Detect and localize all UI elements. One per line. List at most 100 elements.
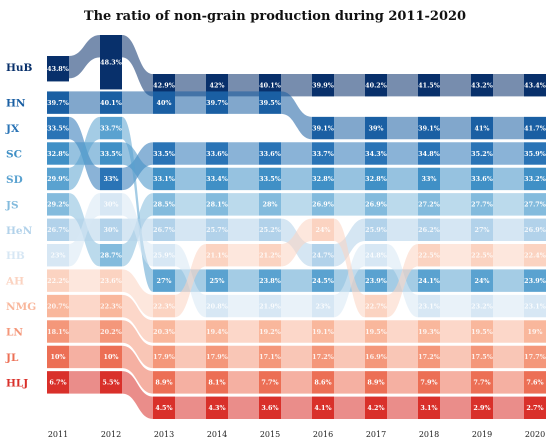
- cell-ah-2014: [206, 244, 228, 267]
- value-label-js-2017: 26.9%: [365, 201, 387, 209]
- value-label-ah-2020: 22.4%: [524, 252, 546, 260]
- ribbon-js-2018: [440, 193, 471, 216]
- cell-sc-2020: [524, 167, 546, 191]
- ribbon-ln-2017: [387, 345, 418, 369]
- value-label-sc-2015: 33.5%: [259, 175, 281, 183]
- ribbon-jx-2015: [281, 142, 312, 165]
- ribbon-hub-2018: [440, 74, 471, 97]
- value-label-sd-2019: 24%: [475, 277, 490, 285]
- cell-hb-2014: [206, 294, 228, 318]
- cell-sd-2019: [471, 269, 493, 292]
- value-label-ln-2015: 17.1%: [259, 353, 281, 361]
- cell-hlj-2015: [259, 396, 281, 419]
- ribbon-hb-2012: [122, 193, 153, 267]
- value-label-hlj-2019: 2.9%: [473, 404, 490, 412]
- ribbon-js-2013: [175, 193, 206, 216]
- value-label-nmg-2017: 19.5%: [365, 328, 387, 336]
- value-label-js-2019: 27.7%: [471, 201, 493, 209]
- ribbon-ln-2012: [122, 320, 153, 369]
- row-label-ln: LN: [6, 327, 23, 339]
- value-label-hn-2013: 40%: [157, 99, 172, 107]
- value-label-hen-2019: 27%: [475, 226, 490, 234]
- cell-sd-2012: [100, 116, 122, 140]
- cell-js-2016: [312, 193, 334, 216]
- cell-hen-2014: [206, 218, 228, 241]
- ribbon-hn-2017: [387, 116, 418, 140]
- year-label-2015: 2015: [260, 430, 280, 439]
- value-label-jl-2015: 7.7%: [261, 379, 278, 387]
- value-label-sc-2020: 33.2%: [524, 175, 546, 183]
- value-label-jx-2020: 35.9%: [524, 150, 546, 158]
- ribbon-sc-2018: [440, 167, 471, 191]
- ribbon-jl-2014: [228, 371, 259, 394]
- ribbon-ah-2016: [334, 218, 365, 318]
- ribbon-hb-2018: [440, 294, 471, 318]
- value-label-sc-2012: 33.5%: [100, 150, 122, 158]
- cell-hub-2016: [312, 74, 334, 97]
- cell-ah-2013: [153, 294, 175, 318]
- year-label-2013: 2013: [154, 430, 174, 439]
- value-label-sd-2013: 27%: [157, 277, 172, 285]
- value-label-sc-2016: 32.8%: [312, 175, 334, 183]
- cell-jl-2016: [312, 371, 334, 394]
- ribbon-hn-2014: [228, 91, 259, 114]
- ribbon-ln-2015: [281, 345, 312, 369]
- value-label-sc-2019: 33.6%: [471, 175, 493, 183]
- cell-hb-2011: [47, 244, 69, 267]
- ribbon-sc-2019: [493, 167, 524, 191]
- cell-sd-2011: [47, 167, 69, 191]
- cell-sc-2019: [471, 167, 493, 191]
- cell-sd-2020: [524, 269, 546, 292]
- cell-jx-2014: [206, 142, 228, 165]
- ribbon-hlj-2011: [69, 371, 100, 394]
- cell-hn-2012: [100, 91, 122, 114]
- ribbon-jx-2013: [175, 142, 206, 165]
- value-label-hub-2020: 43.4%: [524, 82, 546, 90]
- ribbon-nmg-2015: [281, 320, 312, 343]
- cell-js-2014: [206, 193, 228, 216]
- row-label-hb: HB: [6, 250, 25, 262]
- value-label-hub-2011: 43.8%: [47, 65, 69, 73]
- value-label-sd-2018: 24.1%: [418, 277, 440, 285]
- ribbon-jl-2011: [69, 345, 100, 369]
- cell-sc-2017: [365, 167, 387, 191]
- row-label-js: JS: [5, 199, 19, 211]
- cell-sd-2013: [153, 269, 175, 292]
- value-label-jx-2015: 33.6%: [259, 150, 281, 158]
- row-label-nmg: NMG: [6, 301, 36, 313]
- value-label-jx-2011: 33.5%: [47, 124, 69, 132]
- value-label-ln-2012: 20.2%: [100, 328, 122, 336]
- value-label-ln-2013: 17.9%: [153, 353, 175, 361]
- cell-sd-2014: [206, 269, 228, 292]
- cell-ah-2012: [100, 269, 122, 292]
- cell-nmg-2014: [206, 320, 228, 343]
- cell-jx-2013: [153, 142, 175, 165]
- cell-ah-2018: [418, 244, 440, 267]
- ribbon-jx-2019: [493, 142, 524, 165]
- ribbon-ln-2016: [334, 345, 365, 369]
- value-label-jl-2011: 10%: [51, 353, 66, 361]
- value-label-ln-2019: 17.5%: [471, 353, 493, 361]
- cell-ln-2017: [365, 345, 387, 369]
- ribbon-hlj-2014: [228, 396, 259, 419]
- value-label-nmg-2014: 19.4%: [206, 328, 228, 336]
- cell-hen-2019: [471, 218, 493, 241]
- value-label-nmg-2020: 19%: [528, 328, 543, 336]
- ribbon-jx-2014: [228, 142, 259, 165]
- value-label-ln-2016: 17.2%: [312, 353, 334, 361]
- value-label-ah-2013: 22.3%: [153, 302, 175, 310]
- ribbon-ah-2017: [387, 244, 418, 318]
- cell-sd-2018: [418, 269, 440, 292]
- ribbon-hen-2018: [440, 218, 471, 241]
- ribbon-js-2014: [228, 193, 259, 216]
- value-label-hlj-2014: 4.3%: [208, 404, 225, 412]
- cell-nmg-2013: [153, 320, 175, 343]
- value-label-hub-2019: 43.2%: [471, 82, 493, 90]
- cell-sd-2017: [365, 269, 387, 292]
- value-label-nmg-2018: 19.3%: [418, 328, 440, 336]
- value-label-js-2016: 26.9%: [312, 201, 334, 209]
- cell-hn-2016: [312, 116, 334, 140]
- value-label-ln-2020: 17.7%: [524, 353, 546, 361]
- cell-jl-2015: [259, 371, 281, 394]
- value-label-jx-2013: 33.5%: [153, 150, 175, 158]
